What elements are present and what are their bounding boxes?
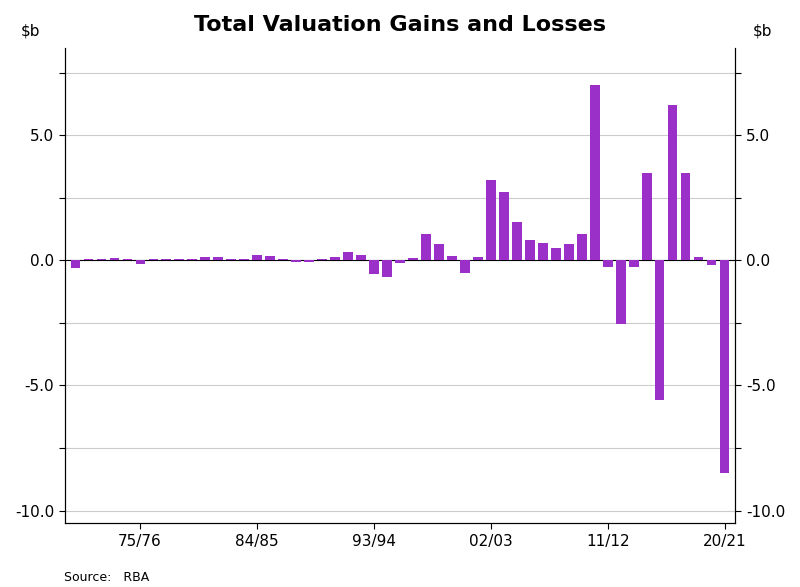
Bar [668, 105, 678, 261]
Bar [526, 240, 534, 261]
Bar [135, 261, 145, 264]
Bar [499, 191, 509, 261]
Bar [603, 261, 613, 266]
Text: Source:   RBA: Source: RBA [64, 571, 150, 584]
Bar [357, 255, 366, 261]
Bar [395, 261, 405, 263]
Bar [291, 261, 301, 262]
Bar [226, 259, 235, 261]
Bar [239, 259, 249, 261]
Bar [538, 243, 547, 261]
Bar [278, 259, 287, 261]
Bar [655, 261, 665, 400]
Bar [434, 244, 443, 261]
Bar [578, 234, 586, 261]
Bar [149, 259, 158, 261]
Bar [187, 259, 197, 261]
Bar [330, 257, 339, 261]
Bar [720, 261, 730, 473]
Bar [694, 257, 703, 261]
Bar [266, 256, 274, 261]
Text: $b: $b [753, 23, 772, 38]
Bar [370, 261, 378, 274]
Bar [110, 258, 118, 261]
Bar [70, 261, 80, 268]
Bar [409, 258, 418, 261]
Bar [214, 257, 222, 261]
Title: Total Valuation Gains and Losses: Total Valuation Gains and Losses [194, 15, 606, 35]
Bar [318, 259, 326, 261]
Bar [461, 261, 470, 273]
Bar [305, 261, 314, 262]
Bar [682, 173, 690, 261]
Bar [630, 261, 638, 266]
Bar [162, 259, 170, 261]
Bar [551, 248, 561, 261]
Bar [97, 259, 106, 261]
Text: $b: $b [21, 23, 41, 38]
Bar [642, 173, 651, 261]
Bar [122, 259, 132, 261]
Bar [422, 234, 430, 261]
Bar [474, 257, 482, 261]
Bar [174, 259, 183, 261]
Bar [253, 255, 262, 261]
Bar [382, 261, 391, 276]
Bar [590, 85, 599, 261]
Bar [447, 256, 457, 261]
Bar [486, 180, 495, 261]
Bar [707, 261, 717, 265]
Bar [83, 259, 93, 261]
Bar [565, 244, 574, 261]
Bar [343, 252, 353, 261]
Bar [201, 257, 210, 261]
Bar [617, 261, 626, 324]
Bar [513, 221, 522, 261]
